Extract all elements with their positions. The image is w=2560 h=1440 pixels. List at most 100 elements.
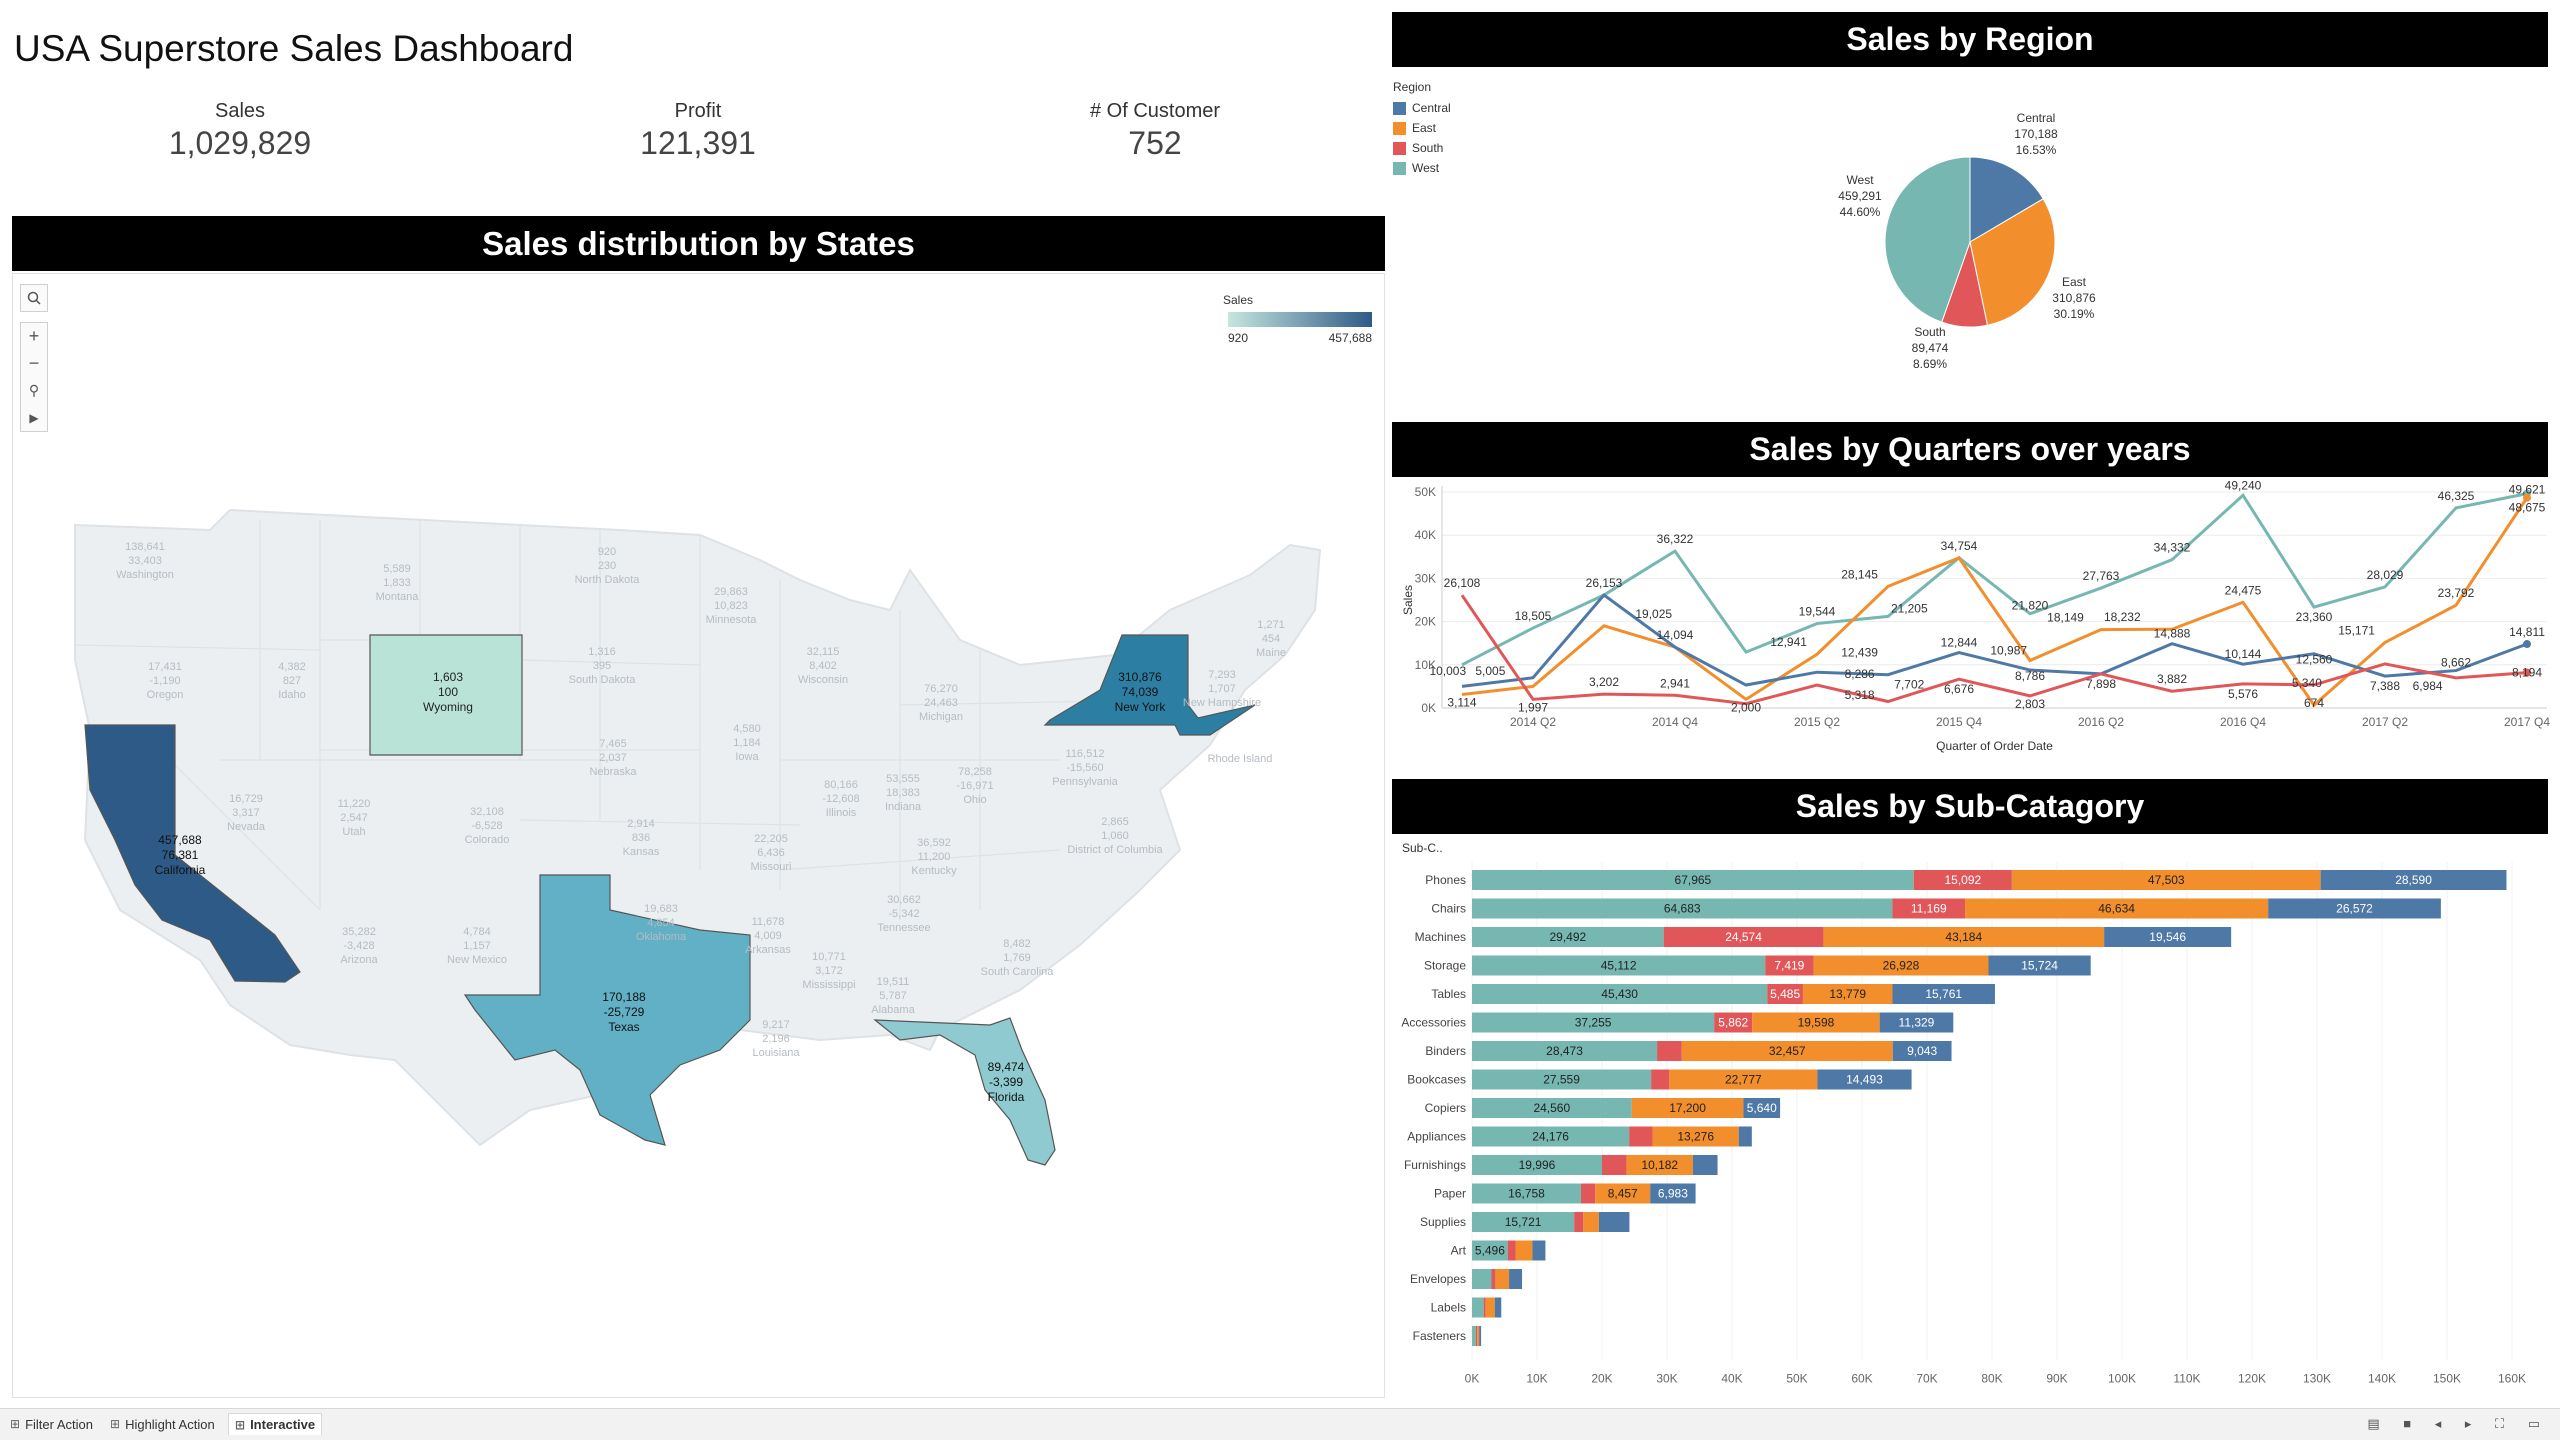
bar-segment-east[interactable]: [2011, 870, 2321, 890]
pie-slice-east[interactable]: [1969, 198, 2056, 326]
bar-segment-east[interactable]: [1813, 955, 1989, 976]
bar-segment-south[interactable]: [1507, 1240, 1516, 1261]
line-series-0[interactable]: [1461, 492, 2528, 667]
bar-segment-west[interactable]: [1472, 1098, 1632, 1118]
bar-segment-central[interactable]: [1692, 1155, 1718, 1175]
bar-segment-central[interactable]: [1817, 1069, 1912, 1090]
bar-segment-west[interactable]: [1472, 1269, 1492, 1289]
bar-segment-central[interactable]: [1892, 1041, 1952, 1061]
bar-segment-south[interactable]: [1663, 927, 1824, 947]
bar-segment-central[interactable]: [1738, 1126, 1752, 1147]
bar-segment-central[interactable]: [1598, 1212, 1630, 1232]
bar-segment-south[interactable]: [1483, 1297, 1486, 1318]
line-end-marker[interactable]: [2523, 493, 2531, 502]
bar-segment-south[interactable]: [1491, 1269, 1496, 1289]
bar-segment-central[interactable]: [2268, 898, 2441, 919]
zoom-out-button[interactable]: −: [21, 350, 47, 377]
bar-segment-central[interactable]: [1650, 1183, 1696, 1204]
bar-segment-east[interactable]: [1752, 1012, 1880, 1033]
bar-segment-south[interactable]: [1574, 1212, 1584, 1232]
bar-segment-south[interactable]: [1475, 1326, 1478, 1346]
line-end-marker[interactable]: [2523, 668, 2531, 677]
bar-segment-east[interactable]: [1631, 1098, 1744, 1118]
bar-segment-south[interactable]: [1913, 870, 2012, 890]
state-wyoming[interactable]: [369, 634, 523, 756]
bar-segment-east[interactable]: [1583, 1212, 1599, 1232]
state-sales: 29,863: [714, 586, 748, 598]
bar-segment-east[interactable]: [1802, 984, 1893, 1004]
bar-segment-west[interactable]: [1472, 1212, 1575, 1232]
bar-segment-west[interactable]: [1472, 1012, 1715, 1033]
bar-segment-west[interactable]: [1472, 1240, 1508, 1261]
region-legend-item[interactable]: South: [1393, 138, 1451, 158]
bar-segment-west[interactable]: [1472, 1041, 1658, 1061]
bar-segment-west[interactable]: [1472, 955, 1766, 976]
bar-segment-east[interactable]: [1477, 1326, 1480, 1346]
bar-segment-central[interactable]: [1509, 1269, 1523, 1289]
bar-segment-central[interactable]: [2320, 870, 2507, 890]
bar-segment-east[interactable]: [1626, 1155, 1693, 1175]
state-new-york[interactable]: [1043, 634, 1256, 736]
bar-segment-west[interactable]: [1472, 1069, 1652, 1090]
bar-segment-west[interactable]: [1472, 1155, 1602, 1175]
bar-segment-east[interactable]: [1515, 1240, 1533, 1261]
bar-segment-west[interactable]: [1472, 1326, 1476, 1346]
bar-segment-south[interactable]: [1580, 1183, 1596, 1204]
bar-segment-west[interactable]: [1472, 870, 1914, 890]
region-legend-item[interactable]: Central: [1393, 98, 1451, 118]
bar-segment-central[interactable]: [1988, 955, 2091, 976]
line-series-2[interactable]: [1461, 592, 2528, 688]
bar-segment-south[interactable]: [1714, 1012, 1753, 1033]
bar-segment-south[interactable]: [1657, 1041, 1682, 1061]
bar-segment-south[interactable]: [1601, 1155, 1627, 1175]
bar-segment-west[interactable]: [1472, 1297, 1484, 1318]
bar-segment-south[interactable]: [1892, 898, 1966, 919]
bar-segment-east[interactable]: [1495, 1269, 1510, 1289]
line-series-3[interactable]: [1460, 594, 2528, 706]
state-florida[interactable]: [873, 1017, 1056, 1166]
state-name: Rhode Island: [1207, 753, 1273, 765]
bar-segment-east[interactable]: [1485, 1297, 1495, 1318]
bar-segment-south[interactable]: [1767, 984, 1803, 1004]
bar-segment-east[interactable]: [1652, 1126, 1739, 1147]
sheet-navigation-icons[interactable]: ▤ ■ ◂ ▸ ⛶ ▭: [2367, 1416, 2550, 1431]
bar-segment-east[interactable]: [1681, 1041, 1893, 1061]
region-legend-item[interactable]: East: [1393, 118, 1451, 138]
pie-slice-west[interactable]: [1884, 156, 1971, 323]
bar-segment-west[interactable]: [1472, 927, 1664, 947]
state-label-faded: 36,592 11,200 Kentucky: [884, 836, 984, 878]
map-search-button[interactable]: [20, 284, 48, 312]
tab-interactive[interactable]: ⊞ Interactive: [228, 1413, 323, 1435]
bar-segment-south[interactable]: [1765, 955, 1814, 976]
bar-segment-south[interactable]: [1629, 1126, 1653, 1147]
bar-segment-central[interactable]: [1532, 1240, 1546, 1261]
bar-segment-central[interactable]: [1494, 1297, 1502, 1318]
bar-segment-central[interactable]: [1479, 1326, 1482, 1346]
bar-segment-east[interactable]: [1595, 1183, 1651, 1204]
bar-segment-central[interactable]: [1879, 1012, 1954, 1033]
state-texas[interactable]: [463, 874, 751, 1146]
state-california[interactable]: [84, 724, 301, 983]
state-sales: 4,784: [463, 926, 491, 938]
pie-slice-central[interactable]: [1969, 156, 2044, 243]
zoom-in-button[interactable]: +: [21, 323, 47, 350]
pin-button[interactable]: ⚲: [21, 377, 47, 404]
bar-segment-east[interactable]: [1669, 1069, 1818, 1090]
expand-toolbar-button[interactable]: ▶: [21, 404, 47, 431]
bar-segment-central[interactable]: [2104, 927, 2232, 947]
bar-segment-west[interactable]: [1472, 1183, 1581, 1204]
bar-segment-south[interactable]: [1651, 1069, 1670, 1090]
bar-segment-west[interactable]: [1472, 898, 1893, 919]
line-end-marker[interactable]: [2523, 640, 2531, 649]
tab-highlight-action[interactable]: ⊞ Highlight Action: [104, 1413, 221, 1435]
bar-segment-east[interactable]: [1965, 898, 2269, 919]
tab-filter-action[interactable]: ⊞ Filter Action: [4, 1413, 99, 1435]
bar-segment-west[interactable]: [1472, 984, 1768, 1004]
region-legend-item[interactable]: West: [1393, 158, 1451, 178]
bar-segment-east[interactable]: [1823, 927, 2105, 947]
bar-segment-central[interactable]: [1892, 984, 1995, 1004]
bar-segment-central[interactable]: [1743, 1098, 1781, 1118]
line-series-1[interactable]: [1461, 496, 2529, 708]
state-sales: 1,316: [588, 646, 616, 658]
bar-segment-west[interactable]: [1472, 1126, 1630, 1147]
